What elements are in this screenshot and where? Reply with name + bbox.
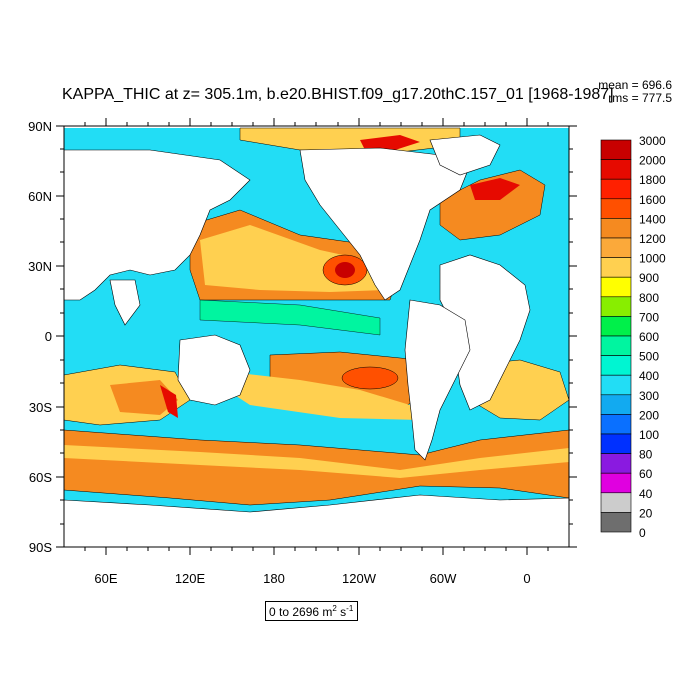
colorbar-swatch xyxy=(600,453,632,474)
lat-label-eq: 0 xyxy=(45,329,52,344)
colorbar-level-label: 80 xyxy=(639,448,653,462)
colorbar-level-label: 20 xyxy=(639,506,653,520)
range-exp-1: 2 xyxy=(332,604,337,613)
colorbar-swatch xyxy=(600,218,632,239)
colorbar-level-label: 0 xyxy=(639,526,646,540)
lon-label-0: 0 xyxy=(523,571,530,586)
range-unit-s: s xyxy=(336,605,347,619)
lat-ticks xyxy=(56,125,577,548)
colorbar-level-label: 40 xyxy=(639,487,653,501)
map-title: KAPPA_THIC at z= 305.1m, b.e20.BHIST.f09… xyxy=(62,86,614,103)
colorbar-swatch xyxy=(600,374,632,396)
south-pacific-core xyxy=(341,366,399,390)
colorbar-level-label: 1400 xyxy=(639,212,666,226)
colorbar-swatch xyxy=(600,433,632,454)
lon-label-60w: 60W xyxy=(430,571,457,586)
lon-label-180: 180 xyxy=(263,571,285,586)
colorbar-swatch xyxy=(600,178,632,200)
colorbar-level-label: 500 xyxy=(639,350,659,364)
colorbar-level-label: 300 xyxy=(639,389,659,403)
colorbar-level-label: 1800 xyxy=(639,173,666,187)
land-india xyxy=(109,279,141,326)
land-greenland xyxy=(429,134,501,176)
colorbar-level-label: 900 xyxy=(639,271,659,285)
colorbar-swatch xyxy=(600,472,632,494)
colorbar-swatch xyxy=(600,237,632,258)
lat-label-90n: 90N xyxy=(28,119,52,134)
colorbar-level-label: 1000 xyxy=(639,252,666,266)
colorbar-swatch xyxy=(600,316,632,337)
colorbar-level-label: 800 xyxy=(639,291,659,305)
land-eurasia xyxy=(64,149,251,301)
range-exp-2: -1 xyxy=(346,604,354,613)
land-south-america xyxy=(404,299,471,461)
rms-stat: rms = 777.5 xyxy=(608,91,672,105)
colorbar-level-label: 700 xyxy=(639,310,659,324)
map-plot-area xyxy=(64,126,569,547)
colorbar-level-label: 2000 xyxy=(639,154,666,168)
lat-label-30s: 30S xyxy=(29,400,52,415)
indian-ocean-inner xyxy=(110,380,178,415)
southern-ocean-inner xyxy=(64,445,569,478)
lon-label-60e: 60E xyxy=(94,571,117,586)
colorbar-swatch xyxy=(600,492,632,513)
range-note: 0 to 2696 m2 s-1 xyxy=(265,601,359,621)
equatorial-pacific-band xyxy=(199,299,381,336)
colorbar-level-label: 100 xyxy=(639,428,659,442)
lat-label-60s: 60S xyxy=(29,470,52,485)
colorbar-level-label: 60 xyxy=(639,467,653,481)
north-atlantic-band xyxy=(439,169,546,241)
colorbar-swatch xyxy=(600,257,632,278)
colorbar-swatch xyxy=(600,355,632,376)
colorbar-swatch xyxy=(600,414,632,435)
arctic-core xyxy=(360,135,420,150)
land-australia xyxy=(177,334,251,406)
lat-label-90s: 90S xyxy=(29,540,52,555)
colorbar-swatch xyxy=(600,198,632,219)
colorbar: 3000200018001600140012001000900800700600… xyxy=(600,134,666,540)
lon-label-120e: 120E xyxy=(175,571,206,586)
north-pacific-peak xyxy=(335,262,355,278)
stats-block: mean = 696.6 rms = 777.5 xyxy=(586,79,672,105)
colorbar-level-label: 200 xyxy=(639,408,659,422)
colorbar-level-label: 600 xyxy=(639,330,659,344)
range-text: 0 to 2696 m xyxy=(269,605,333,619)
lon-ticks xyxy=(84,118,549,555)
colorbar-swatch xyxy=(600,159,632,180)
colorbar-level-label: 1200 xyxy=(639,232,666,246)
colorbar-level-label: 1600 xyxy=(639,193,666,207)
indian-ocean-core xyxy=(160,385,178,418)
north-atlantic-core xyxy=(470,178,520,200)
colorbar-swatch xyxy=(600,335,632,356)
land-antarctica xyxy=(64,494,569,547)
colorbar-swatch xyxy=(600,394,632,415)
colorbar-level-label: 400 xyxy=(639,369,659,383)
lat-label-60n: 60N xyxy=(28,189,52,204)
lat-label-30n: 30N xyxy=(28,259,52,274)
colorbar-swatch xyxy=(600,512,632,533)
south-pacific-inner xyxy=(230,372,420,420)
colorbar-swatch xyxy=(600,296,632,317)
lon-label-120w: 120W xyxy=(342,571,377,586)
mean-stat: mean = 696.6 xyxy=(598,78,672,92)
colorbar-swatch xyxy=(600,139,632,160)
colorbar-level-label: 3000 xyxy=(639,134,666,148)
colorbar-swatch xyxy=(600,276,632,298)
